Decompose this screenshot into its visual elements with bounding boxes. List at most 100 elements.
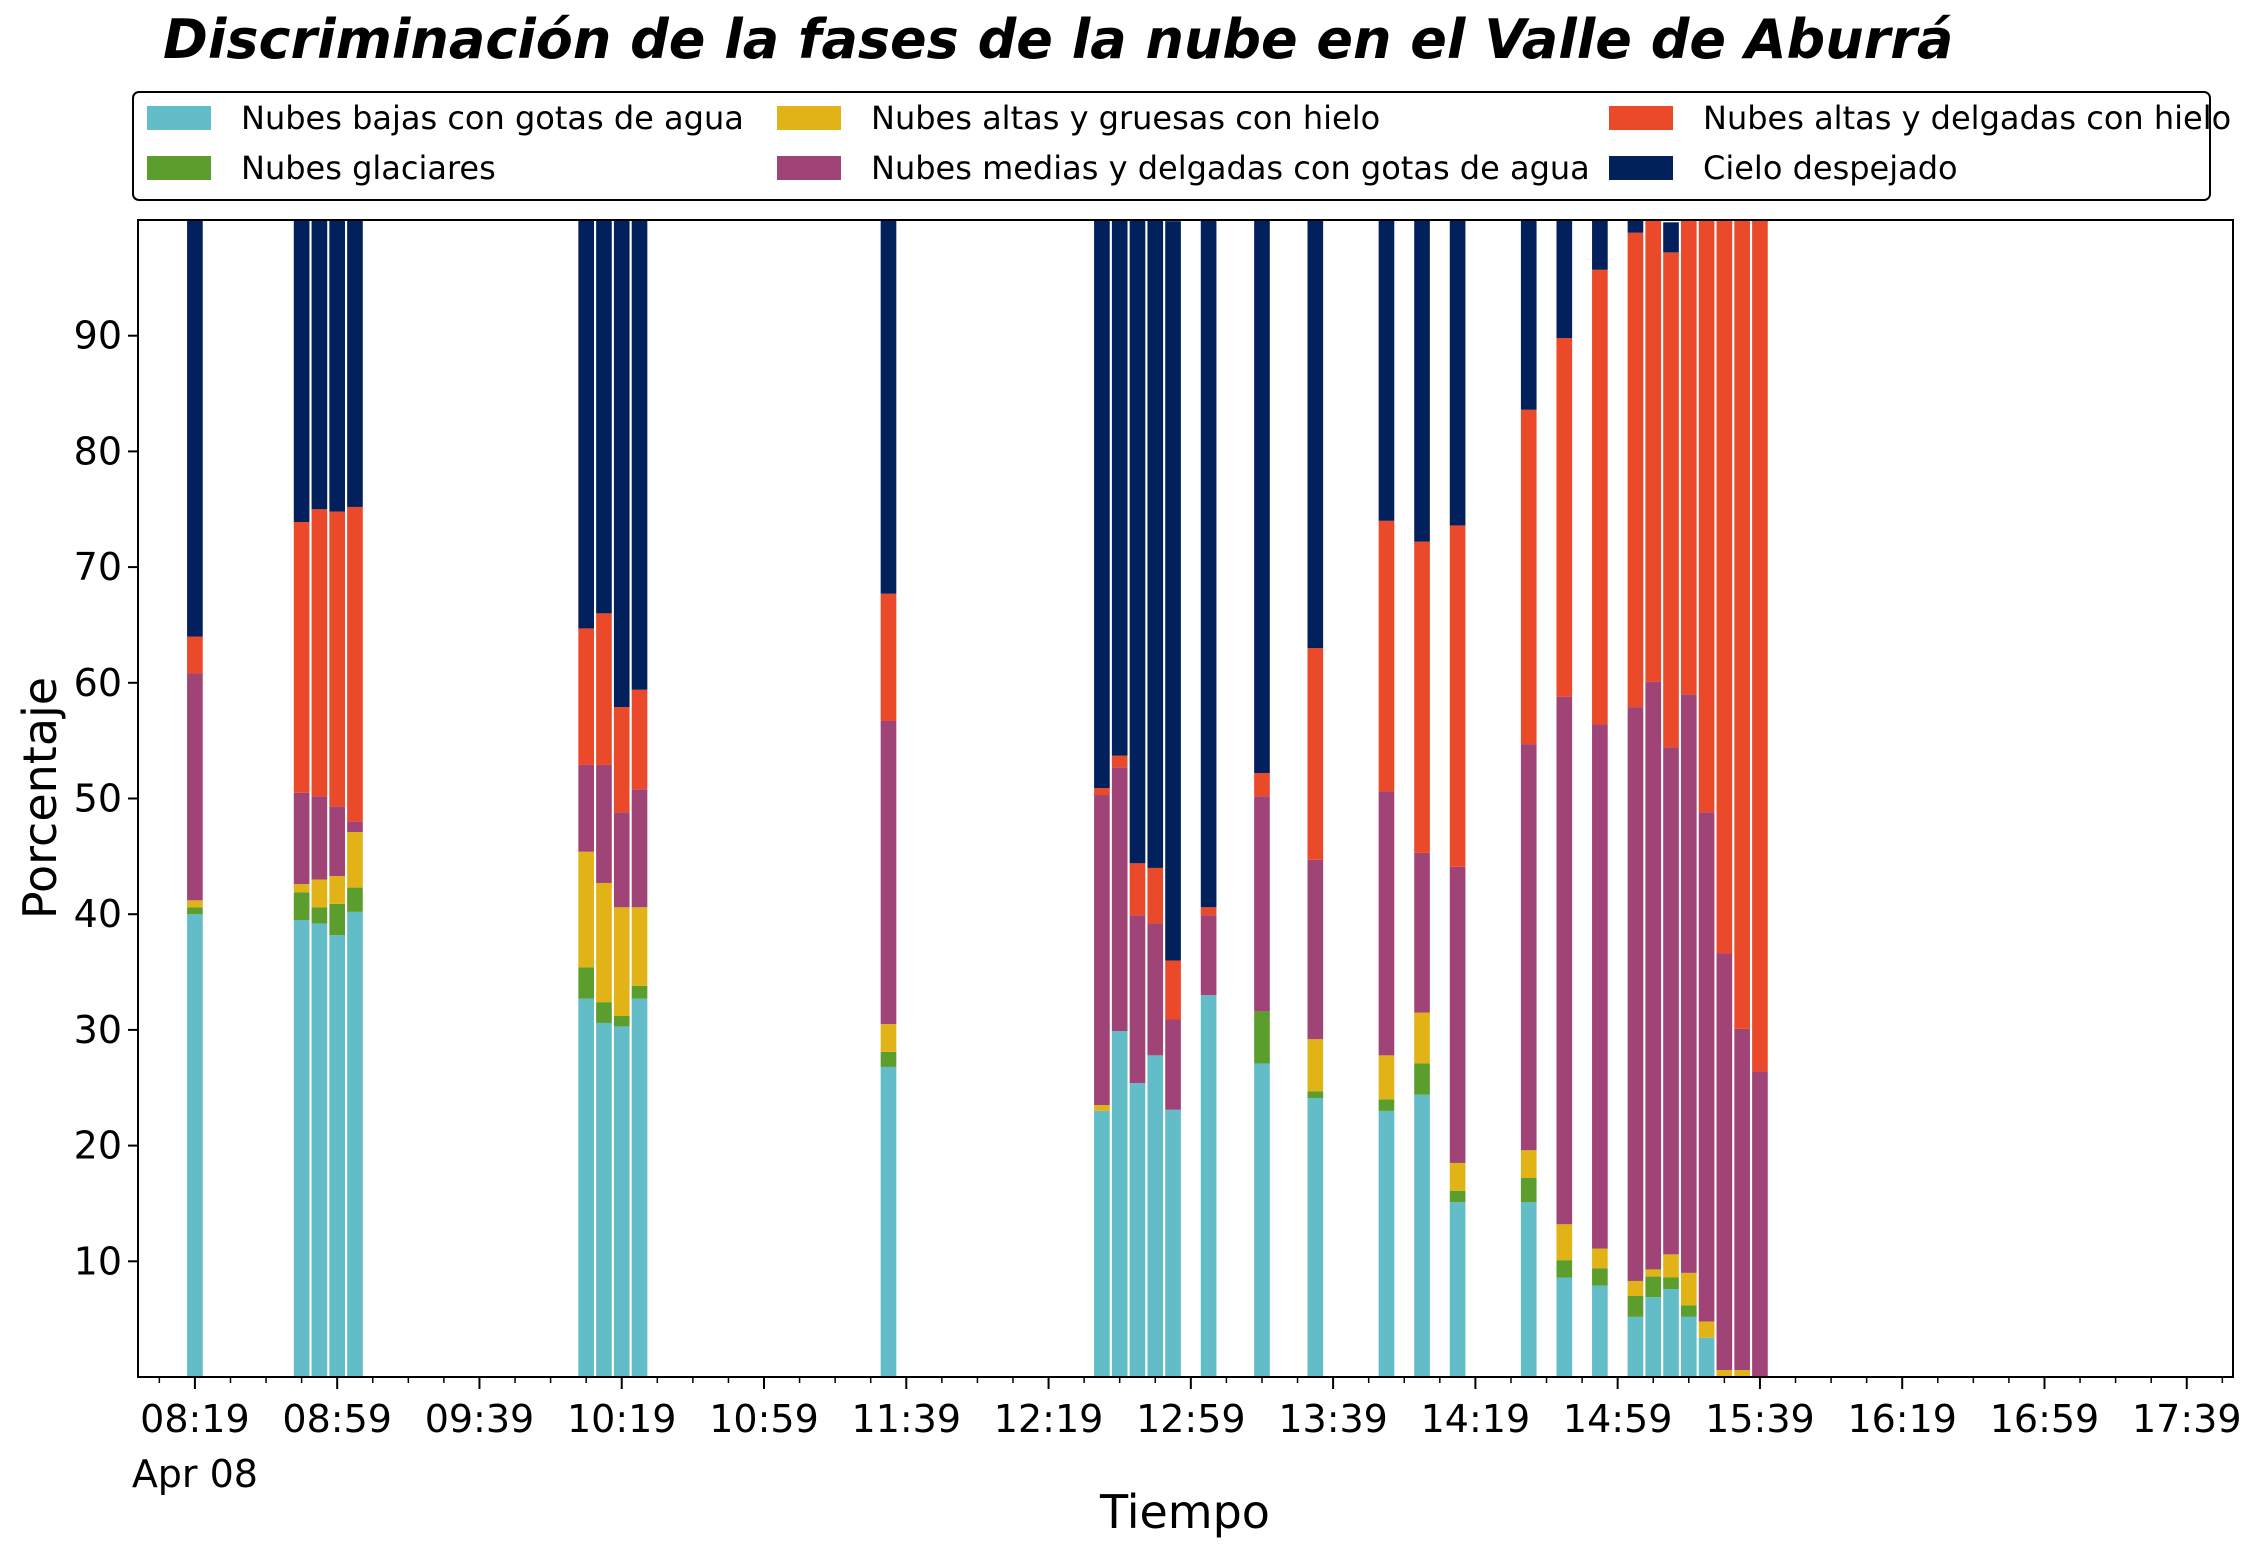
x-tick-label: 10:59 bbox=[709, 1397, 819, 1441]
bar-segment bbox=[1592, 269, 1608, 725]
bar-segment bbox=[1734, 1028, 1750, 1371]
bar-segment bbox=[1716, 1370, 1733, 1377]
bar-segment bbox=[1449, 525, 1466, 867]
bar-segment bbox=[1200, 995, 1217, 1377]
bar-segment bbox=[1094, 1110, 1110, 1377]
bar-segment bbox=[1734, 220, 1750, 1029]
bar-segment bbox=[329, 806, 346, 877]
bar-segment bbox=[1680, 220, 1697, 695]
bar-segment bbox=[347, 506, 363, 822]
bar-segment bbox=[187, 914, 203, 1377]
bar-segment bbox=[1449, 1190, 1466, 1203]
bar-segment bbox=[187, 907, 203, 915]
bar-segment bbox=[1556, 220, 1573, 339]
bar-segment bbox=[1147, 867, 1164, 924]
y-tick-label: 40 bbox=[74, 892, 122, 936]
bar-segment bbox=[613, 812, 630, 908]
bar-segment bbox=[1556, 1260, 1573, 1278]
bar-segment bbox=[1449, 1202, 1466, 1377]
bar-segment bbox=[1414, 852, 1430, 1013]
x-tick-label: 09:39 bbox=[425, 1397, 535, 1441]
bar-segment bbox=[1129, 915, 1146, 1084]
bar-segment bbox=[1378, 1110, 1395, 1377]
bar-segment bbox=[1698, 812, 1715, 1322]
legend-frame bbox=[132, 91, 2211, 201]
legend-label: Nubes medias y delgadas con gotas de agu… bbox=[871, 149, 1590, 187]
bar-segment bbox=[1592, 724, 1608, 1249]
bar-segment bbox=[1627, 220, 1644, 233]
bar-segment bbox=[329, 876, 346, 904]
bar-segment bbox=[596, 613, 612, 765]
bar-segment bbox=[578, 628, 594, 765]
bar-segment bbox=[1592, 1268, 1608, 1286]
bar-segment bbox=[631, 689, 648, 790]
bar-segment bbox=[187, 900, 203, 908]
bar-segment bbox=[1307, 859, 1324, 1040]
bar-segment bbox=[613, 1026, 630, 1377]
y-tick-label: 50 bbox=[74, 777, 122, 821]
bar-segment bbox=[1698, 220, 1715, 813]
bar-segment bbox=[293, 521, 310, 793]
bar-segment bbox=[578, 967, 594, 999]
bar-segment bbox=[1627, 707, 1644, 1281]
bar-segment bbox=[1147, 923, 1164, 1056]
y-tick-label: 30 bbox=[74, 1008, 122, 1052]
bar-segment bbox=[347, 911, 363, 1377]
bar-segment bbox=[347, 821, 363, 833]
bar-segment bbox=[880, 220, 897, 594]
y-axis-label: Porcentaje bbox=[13, 677, 67, 919]
bar-segment bbox=[311, 509, 328, 797]
x-tick-label: 08:59 bbox=[282, 1397, 392, 1441]
bar-segment bbox=[1378, 220, 1395, 521]
bar-segment bbox=[187, 220, 203, 637]
bar-segment bbox=[329, 220, 346, 512]
bar-segment bbox=[1556, 1224, 1573, 1261]
bar-segment bbox=[1165, 960, 1181, 1020]
x-tick-date-label: Apr 08 bbox=[132, 1452, 258, 1496]
x-tick-label: 14:59 bbox=[1563, 1397, 1673, 1441]
bar-segment bbox=[578, 764, 594, 852]
bar-segment bbox=[1592, 1285, 1608, 1377]
bar-segment bbox=[1520, 409, 1537, 745]
bar-segment bbox=[329, 511, 346, 807]
y-tick-label: 80 bbox=[74, 429, 122, 473]
legend-swatch bbox=[1609, 106, 1673, 130]
legend-swatch bbox=[777, 156, 841, 180]
bar-segment bbox=[1645, 1297, 1662, 1377]
bar-segment bbox=[1449, 1162, 1466, 1191]
x-tick-label: 14:19 bbox=[1421, 1397, 1531, 1441]
bar-segment bbox=[329, 935, 346, 1377]
y-tick-label: 70 bbox=[74, 545, 122, 589]
bar-segment bbox=[1254, 796, 1270, 1012]
legend-label: Nubes altas y delgadas con hielo bbox=[1703, 99, 2231, 137]
bar-segment bbox=[293, 220, 310, 522]
bar-segment bbox=[880, 1024, 897, 1052]
bar-segment bbox=[1165, 1109, 1181, 1377]
bar-segment bbox=[311, 907, 328, 924]
bar-segment bbox=[1165, 221, 1181, 961]
bar-segment bbox=[1378, 1055, 1395, 1100]
bar-segment bbox=[1645, 1276, 1662, 1298]
bar-segment bbox=[1094, 788, 1110, 796]
bar-segment bbox=[880, 1066, 897, 1377]
bar-segment bbox=[1200, 915, 1217, 996]
bar-segment bbox=[1520, 744, 1537, 1151]
bar-segment bbox=[311, 879, 328, 908]
bar-segment bbox=[187, 636, 203, 674]
bar-segment bbox=[311, 923, 328, 1377]
bar-segment bbox=[1414, 541, 1430, 853]
bar-segment bbox=[1645, 1269, 1662, 1277]
bar-segment bbox=[596, 1022, 612, 1377]
bar-segment bbox=[1129, 1083, 1146, 1377]
bar-segment bbox=[1254, 1011, 1270, 1064]
bar-segment bbox=[1414, 220, 1430, 542]
bar-segment bbox=[1307, 648, 1324, 860]
bar-segment bbox=[1645, 220, 1662, 682]
legend: Nubes bajas con gotas de agua Nubes altas… bbox=[132, 91, 2231, 201]
bar-segment bbox=[347, 220, 363, 507]
bar-segment bbox=[1200, 907, 1217, 916]
bar-segment bbox=[1716, 220, 1733, 954]
bar-segment bbox=[1663, 252, 1679, 748]
bar-segment bbox=[1147, 220, 1164, 868]
legend-swatch bbox=[1609, 156, 1673, 180]
